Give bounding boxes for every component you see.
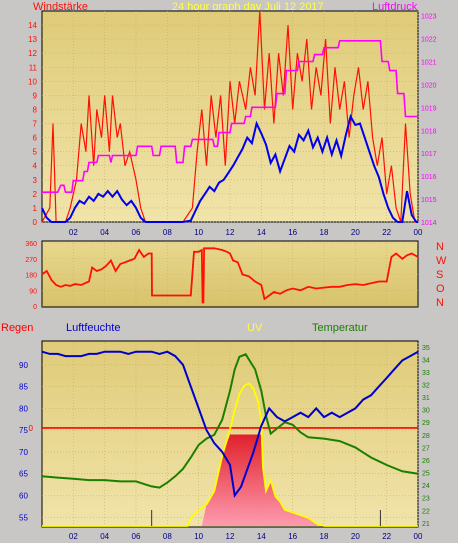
y-left-tick-label: 65	[19, 470, 28, 479]
series-wind-gust	[41, 10, 418, 223]
x-tick-label: 16	[288, 228, 297, 237]
x-tick-label: 10	[194, 532, 203, 541]
y-right-tick-label: 1022	[421, 37, 437, 44]
y-left-tick-label: 5	[33, 148, 38, 157]
series-pressure	[42, 40, 418, 193]
y-right-tick-label: 22	[422, 508, 430, 515]
x-tick-label: 14	[257, 532, 266, 541]
y-left-tick-label: 55	[19, 513, 28, 522]
rain-label: Regen	[1, 322, 33, 334]
x-tick-label: 18	[320, 228, 329, 237]
series-uv	[42, 382, 418, 527]
y-right-tick-label: 1023	[421, 14, 437, 21]
y-left-tick-label: 60	[19, 492, 28, 501]
series-wind-average	[41, 113, 418, 223]
y-left-tick-label: 4	[33, 162, 38, 171]
y-right-tick-label: 30	[422, 408, 430, 415]
x-tick-label: 12	[226, 532, 235, 541]
y-right-tick-label: 1015	[421, 197, 437, 204]
x-tick-label: 04	[100, 228, 109, 237]
x-tick-label: 02	[69, 532, 78, 541]
x-tick-label: 02	[69, 228, 78, 237]
graph-title: 24 hour graph day Juli 12 2017	[172, 1, 324, 13]
y-left-tick-label: 14	[28, 21, 37, 30]
y-right-tick-label: 24	[422, 483, 430, 490]
y-right-tick-label: 25	[422, 471, 430, 478]
series-temperature	[41, 353, 419, 489]
temperature-label: Temperatur	[312, 322, 368, 334]
y-right-tick-label: 1019	[421, 105, 437, 112]
y-left-tick-label: 80	[19, 404, 28, 413]
y-right-tick-label: 23	[422, 496, 430, 503]
y-right-tick-label: 31	[422, 395, 430, 402]
x-tick-label: 00	[414, 532, 423, 541]
compass-label: O	[436, 283, 445, 295]
y-right-tick-label: 1021	[421, 59, 437, 66]
pressure-label: Luftdruck	[372, 1, 418, 13]
y-left-tick-label: 10	[28, 77, 37, 86]
y-right-tick-label: 29	[422, 420, 430, 427]
compass-label: N	[436, 241, 444, 253]
x-tick-label: 12	[226, 228, 235, 237]
y-right-tick-label: 1017	[421, 151, 437, 158]
y-left-tick-label: 12	[28, 49, 37, 58]
y-left-tick-label: 2	[33, 190, 38, 199]
rain-zero-label: 0	[29, 424, 34, 433]
y-left-tick-label: 8	[33, 105, 38, 114]
y-right-tick-label: 26	[422, 458, 430, 465]
y-left-tick-label: 11	[29, 63, 38, 72]
series-humidity	[41, 350, 419, 499]
y-tick-label: 270	[25, 257, 37, 264]
solar-area	[201, 434, 318, 526]
x-tick-label: 18	[320, 532, 329, 541]
y-left-tick-label: 75	[19, 426, 28, 435]
y-left-tick-label: 13	[28, 35, 37, 44]
humidity-label: Luftfeuchte	[66, 322, 120, 334]
x-tick-label: 10	[194, 228, 203, 237]
y-left-tick-label: 1	[33, 204, 38, 213]
x-tick-label: 08	[163, 228, 172, 237]
y-right-tick-label: 34	[422, 357, 430, 364]
series-wind-direction	[41, 247, 419, 304]
y-right-tick-label: 28	[422, 433, 430, 440]
wind-label: Windstärke	[33, 1, 88, 13]
y-left-tick-label: 6	[33, 134, 38, 143]
y-left-tick-label: 90	[19, 361, 28, 370]
y-left-tick-label: 0	[33, 218, 38, 227]
x-tick-label: 22	[382, 532, 391, 541]
x-tick-label: 00	[414, 228, 423, 237]
y-tick-label: 90	[29, 288, 37, 295]
y-right-tick-label: 1020	[421, 82, 437, 89]
y-left-tick-label: 3	[33, 176, 38, 185]
y-right-tick-label: 27	[422, 445, 430, 452]
y-left-tick-label: 85	[19, 383, 28, 392]
y-right-tick-label: 1016	[421, 174, 437, 181]
y-left-tick-label: 70	[19, 448, 28, 457]
x-tick-label: 08	[163, 532, 172, 541]
x-tick-label: 22	[382, 228, 391, 237]
uv-label: UV	[247, 322, 263, 334]
x-tick-label: 16	[288, 532, 297, 541]
x-tick-label: 20	[351, 532, 360, 541]
y-tick-label: 360	[25, 241, 37, 248]
y-right-tick-label: 1014	[421, 220, 437, 227]
y-tick-label: 180	[25, 273, 37, 280]
x-tick-label: 14	[257, 228, 266, 237]
compass-label: N	[436, 297, 444, 309]
x-tick-label: 04	[100, 532, 109, 541]
y-right-tick-label: 21	[422, 521, 430, 528]
x-tick-label: 06	[132, 532, 141, 541]
y-tick-label: 0	[33, 304, 37, 311]
y-left-tick-label: 9	[33, 91, 38, 100]
y-right-tick-label: 33	[422, 370, 430, 377]
compass-label: S	[436, 269, 443, 281]
x-tick-label: 20	[351, 228, 360, 237]
y-left-tick-label: 7	[33, 120, 38, 129]
y-right-tick-label: 32	[422, 383, 430, 390]
y-right-tick-label: 35	[422, 345, 430, 352]
compass-label: W	[436, 255, 447, 267]
x-tick-label: 06	[132, 228, 141, 237]
y-right-tick-label: 1018	[421, 128, 437, 135]
